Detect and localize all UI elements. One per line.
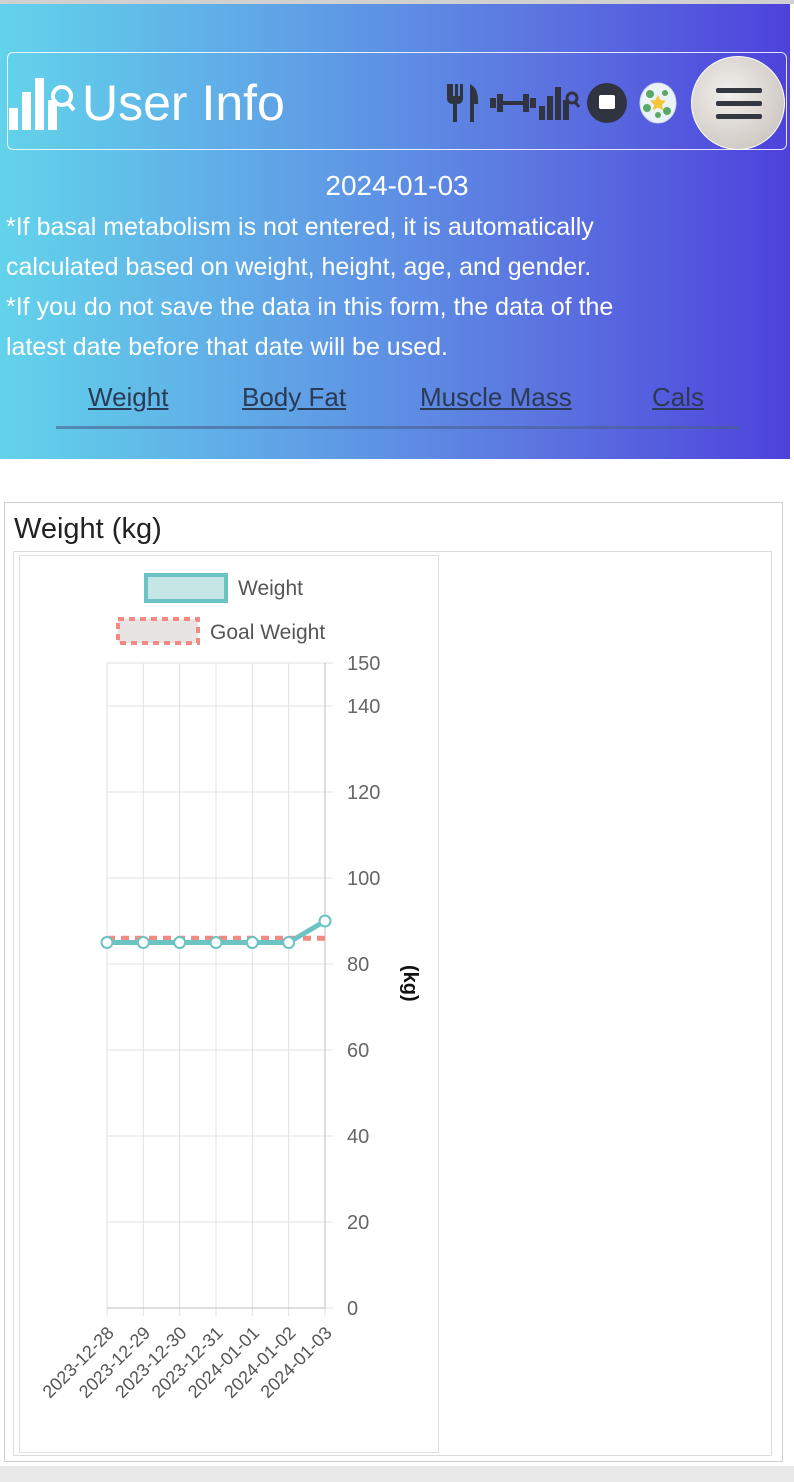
fork-knife-icon[interactable] (444, 82, 482, 124)
y-tick-label: 20 (347, 1212, 369, 1234)
weight-card (4, 502, 783, 1462)
y-tick-label: 150 (347, 653, 380, 675)
y-tick-label: 100 (347, 868, 380, 890)
weight-point (209, 936, 223, 949)
y-tick-label: 40 (347, 1126, 369, 1148)
selected-date: 2024-01-03 (325, 170, 469, 201)
tab-muscle-mass[interactable]: Muscle Mass (420, 382, 572, 412)
stop-icon[interactable] (586, 82, 628, 124)
app-logo-icon[interactable] (6, 74, 76, 132)
page-title: User Info (82, 75, 285, 131)
metric-tabs: Weight Body Fat Muscle Mass Cals (0, 379, 794, 415)
note-line-4: latest date before that date will be use… (6, 333, 448, 361)
weight-point (173, 936, 187, 949)
tab-body-fat[interactable]: Body Fat (242, 382, 347, 412)
chart-search-icon[interactable] (538, 84, 580, 120)
legend-label-goal: Goal Weight (210, 621, 325, 644)
note-line-1: *If basal metabolism is not entered, it … (6, 213, 594, 241)
y-tick-label: 80 (347, 954, 369, 976)
window-top-border (0, 0, 794, 4)
y-tick-label: 120 (347, 782, 380, 804)
y-tick-label: 60 (347, 1040, 369, 1062)
card-inner-frame (13, 551, 772, 1456)
page-header (0, 4, 790, 459)
y-axis-label: (kg) (399, 965, 421, 1002)
tab-cals[interactable]: Cals (652, 382, 705, 412)
globe-icon[interactable] (638, 82, 678, 124)
weight-point (318, 914, 332, 928)
tab-weight[interactable]: Weight (88, 382, 169, 412)
y-tick-label: 140 (347, 696, 380, 718)
y-tick-label: 0 (347, 1298, 358, 1320)
tabs-divider (56, 426, 739, 429)
dumbbell-icon[interactable] (490, 92, 536, 114)
legend-label-weight: Weight (238, 577, 303, 600)
weight-point (136, 936, 150, 949)
legend-swatch-weight (144, 573, 228, 603)
weight-point (282, 936, 296, 949)
header-edge (790, 4, 794, 459)
weight-point (245, 936, 259, 949)
note-line-3: *If you do not save the data in this for… (6, 293, 614, 321)
card-title: Weight (kg) (14, 513, 162, 545)
weight-point (100, 936, 114, 949)
menu-button[interactable] (691, 56, 785, 150)
chart-frame (19, 555, 439, 1453)
note-line-2: calculated based on weight, height, age,… (6, 253, 592, 281)
window-bottom-bar (0, 1466, 794, 1482)
legend-swatch-goal (116, 617, 200, 645)
navbar (7, 52, 787, 150)
